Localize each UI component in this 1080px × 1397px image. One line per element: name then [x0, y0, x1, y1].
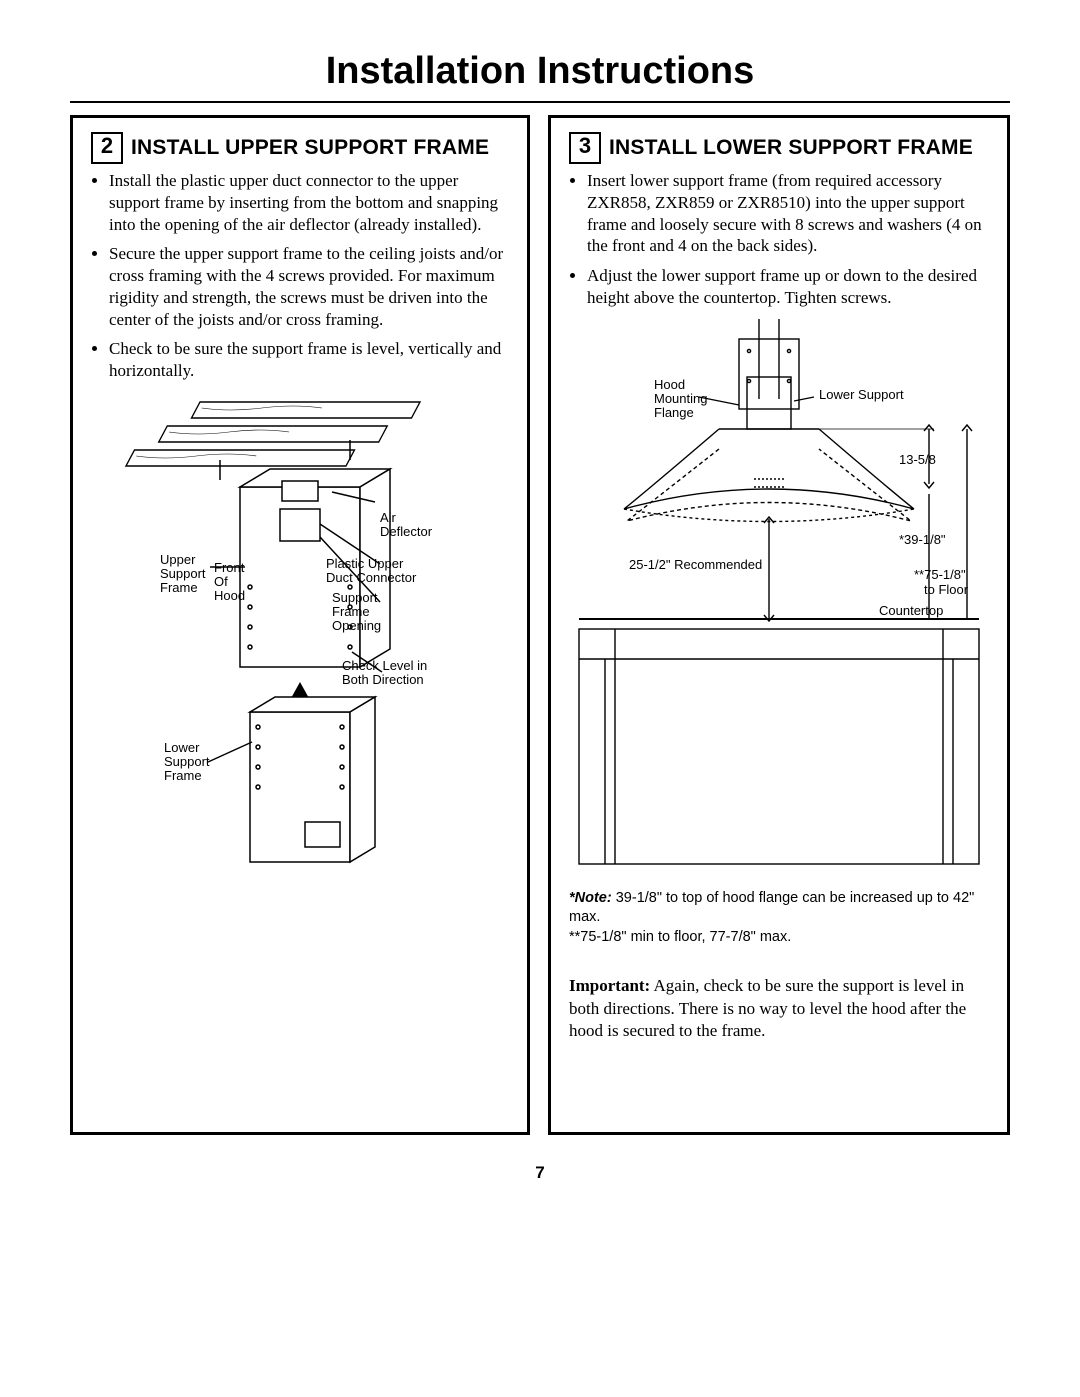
label: *39-1/8" — [899, 532, 946, 547]
label: Support — [160, 566, 206, 581]
bullet: Check to be sure the support frame is le… — [109, 338, 509, 382]
bullet: Secure the upper support frame to the ce… — [109, 243, 509, 330]
label: **75-1/8" — [914, 567, 966, 582]
bullet: Adjust the lower support frame up or dow… — [587, 265, 989, 309]
step-2-title: INSTALL UPPER SUPPORT FRAME — [131, 136, 489, 160]
label: Both Direction — [342, 672, 424, 687]
label: Hood — [214, 588, 245, 603]
label: Plastic Upper — [326, 556, 404, 571]
label: Countertop — [879, 603, 943, 618]
note-text-1: 39-1/8" to top of hood flange can be inc… — [569, 890, 974, 926]
important-block: Important: Again, check to be sure the s… — [569, 975, 989, 1042]
step-3-title: INSTALL LOWER SUPPORT FRAME — [609, 136, 973, 160]
upper-frame-diagram: Upper Support Frame Front Of Hood Air De… — [100, 392, 500, 892]
bullet: Insert lower support frame (from require… — [587, 170, 989, 257]
label: Hood — [654, 377, 685, 392]
label: Support — [164, 754, 210, 769]
label: Front — [214, 560, 245, 575]
label: Duct Connector — [326, 570, 417, 585]
label: Flange — [654, 405, 694, 420]
note-block: *Note: 39-1/8" to top of hood flange can… — [569, 889, 989, 948]
page-title: Installation Instructions — [70, 50, 1010, 93]
step-2-head: 2 INSTALL UPPER SUPPORT FRAME — [91, 132, 509, 164]
label: 13-5/8 — [899, 452, 936, 467]
label: Mounting — [654, 391, 707, 406]
note-label: *Note: — [569, 890, 612, 906]
right-column: 3 INSTALL LOWER SUPPORT FRAME Insert low… — [548, 115, 1010, 1135]
title-rule — [70, 101, 1010, 103]
page-number: 7 — [70, 1163, 1010, 1183]
left-column: 2 INSTALL UPPER SUPPORT FRAME Install th… — [70, 115, 530, 1135]
note-text-2: **75-1/8" min to floor, 77-7/8" max. — [569, 929, 791, 945]
step-3-number-box: 3 — [569, 132, 601, 164]
label: Lower — [164, 740, 200, 755]
step-2-bullets: Install the plastic upper duct connector… — [91, 170, 509, 382]
label: Lower Support — [819, 387, 904, 402]
important-label: Important: — [569, 976, 650, 995]
step-2-number-box: 2 — [91, 132, 123, 164]
step-3-head: 3 INSTALL LOWER SUPPORT FRAME — [569, 132, 989, 164]
label: Support — [332, 590, 378, 605]
label: 25-1/2" Recommended — [629, 557, 762, 572]
label: Frame — [164, 768, 202, 783]
page: Installation Instructions 2 INSTALL UPPE… — [0, 0, 1080, 1213]
label: to Floor — [924, 582, 969, 597]
label: Deflector — [380, 524, 433, 539]
label: Frame — [332, 604, 370, 619]
step-3-bullets: Insert lower support frame (from require… — [569, 170, 989, 309]
label: Air — [380, 510, 397, 525]
label: Check Level in — [342, 658, 427, 673]
label: Frame — [160, 580, 198, 595]
label: Of — [214, 574, 228, 589]
label: Upper — [160, 552, 196, 567]
lower-frame-diagram: Hood Mounting Flange Lower Support 13-5/… — [569, 319, 989, 879]
columns: 2 INSTALL UPPER SUPPORT FRAME Install th… — [70, 115, 1010, 1135]
bullet: Install the plastic upper duct connector… — [109, 170, 509, 235]
label: Opening — [332, 618, 381, 633]
